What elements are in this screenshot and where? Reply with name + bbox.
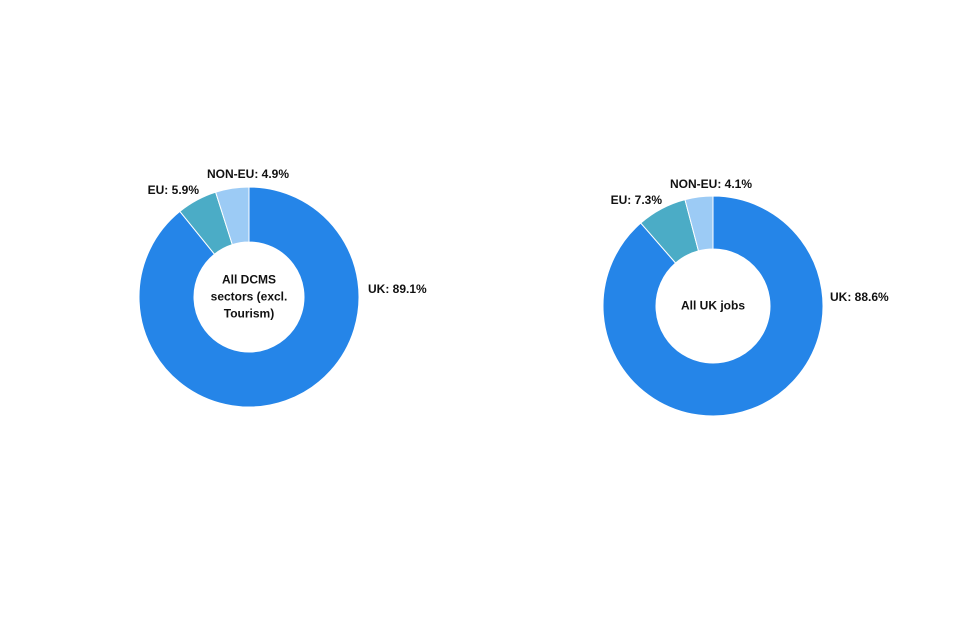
- data-label: NON-EU: 4.1%: [670, 177, 752, 191]
- donut-segment: [138, 186, 360, 408]
- data-label: UK: 88.6%: [830, 290, 889, 304]
- data-label: EU: 5.9%: [148, 183, 200, 197]
- donut-segment: [684, 195, 714, 252]
- center-label: All UK jobs: [680, 298, 745, 313]
- donut-segment: [602, 195, 824, 417]
- donut-segment: [215, 186, 250, 246]
- data-label: UK: 89.1%: [368, 282, 427, 296]
- data-label: NON-EU: 4.9%: [207, 167, 289, 181]
- center-label: All DCMS sectors (excl. Tourism): [210, 272, 288, 321]
- data-label: EU: 7.3%: [611, 193, 663, 207]
